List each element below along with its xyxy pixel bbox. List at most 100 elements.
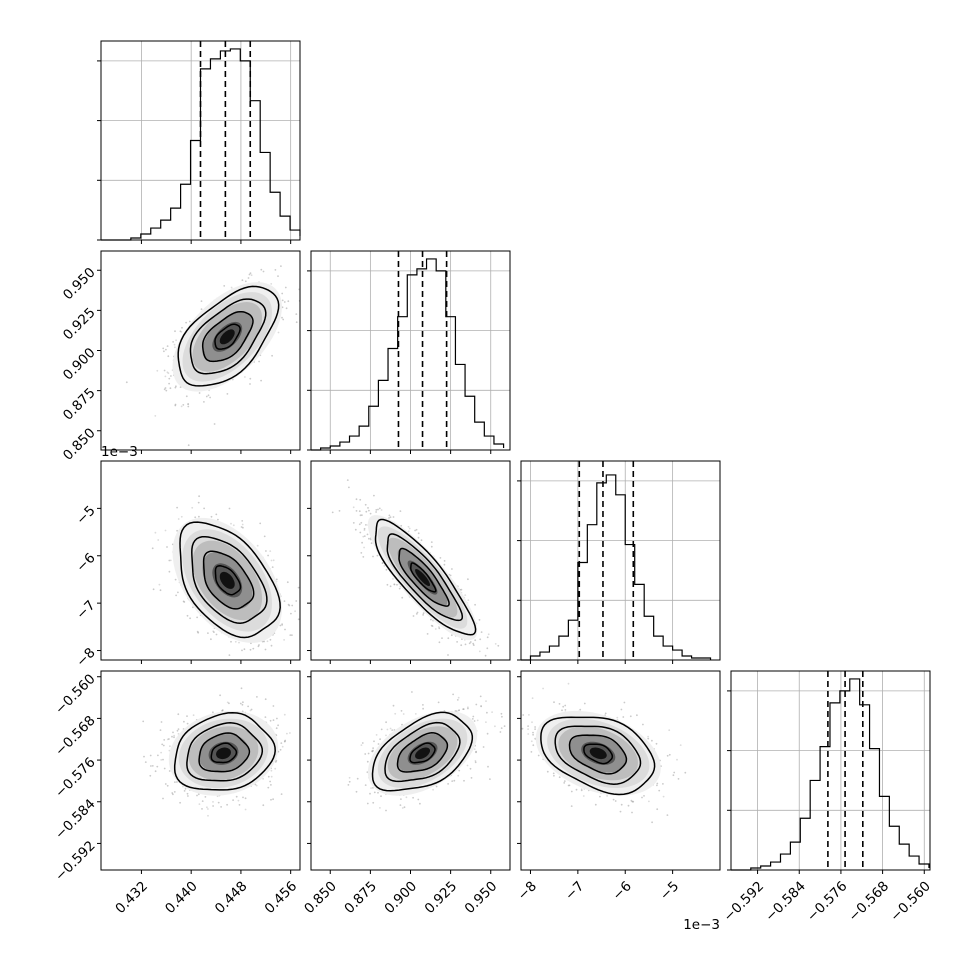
scatter-point	[207, 394, 210, 397]
scatter-point	[396, 583, 398, 586]
scatter-point	[295, 313, 298, 315]
density-fill	[589, 747, 607, 760]
scatter-point	[169, 745, 171, 748]
scatter-point	[491, 711, 493, 713]
scatter-point	[478, 650, 481, 653]
scatter-point	[219, 694, 222, 697]
scatter-point	[249, 709, 252, 712]
scatter-point	[372, 555, 374, 558]
scatter-point	[272, 798, 274, 801]
y-offset-label: 1e−3	[101, 444, 138, 460]
scatter-point	[174, 330, 176, 333]
density-fill	[415, 569, 430, 587]
scatter-point	[267, 775, 270, 778]
scatter-point	[385, 734, 387, 737]
scatter-point	[558, 703, 561, 705]
scatter-point	[464, 643, 467, 646]
scatter-point	[270, 644, 273, 647]
scatter-point	[228, 507, 231, 510]
scatter-point	[241, 649, 243, 652]
scatter-point	[254, 783, 257, 786]
scatter-point	[422, 612, 425, 615]
scatter-point	[563, 780, 566, 782]
scatter-point	[676, 758, 678, 761]
scatter-point	[165, 389, 168, 392]
scatter-point	[360, 552, 363, 554]
scatter-point	[200, 308, 203, 311]
scatter-point	[196, 794, 198, 797]
scatter-point	[283, 740, 286, 743]
scatter-point	[204, 796, 207, 798]
scatter-point	[176, 729, 179, 732]
scatter-point	[432, 788, 434, 791]
scatter-point	[370, 542, 373, 545]
scatter-point	[389, 585, 392, 588]
scatter-point	[499, 731, 502, 733]
scatter-point	[501, 715, 503, 718]
scatter-point	[373, 740, 375, 743]
panel-frame	[310, 460, 511, 661]
scatter-point	[250, 274, 253, 277]
scatter-point	[360, 744, 363, 746]
scatter-point	[530, 751, 533, 753]
pair-content	[331, 479, 500, 657]
scatter-point	[213, 631, 215, 633]
scatter-point	[471, 718, 474, 720]
scatter-point	[405, 796, 408, 799]
scatter-point	[180, 331, 183, 333]
scatter-point	[368, 537, 370, 540]
scatter-point	[174, 404, 177, 407]
scatter-point	[151, 547, 154, 550]
scatter-point	[375, 734, 378, 736]
scatter-point	[201, 800, 204, 802]
scatter-point	[297, 586, 300, 589]
scatter-point	[389, 727, 392, 730]
scatter-point	[503, 725, 506, 727]
scatter-point	[181, 326, 183, 329]
scatter-point	[463, 779, 465, 782]
scatter-point	[212, 801, 214, 803]
scatter-point	[171, 792, 174, 794]
scatter-point	[232, 799, 235, 801]
scatter-point	[262, 804, 265, 807]
scatter-point	[486, 647, 489, 650]
scatter-point	[174, 781, 176, 783]
scatter-point	[531, 721, 533, 724]
scatter-point	[563, 782, 566, 784]
scatter-point	[355, 790, 358, 793]
scatter-point	[486, 711, 488, 714]
scatter-point	[369, 538, 372, 541]
scatter-point	[196, 616, 199, 619]
scatter-point	[188, 320, 191, 323]
scatter-point	[258, 644, 260, 646]
scatter-point	[458, 769, 461, 772]
scatter-point	[385, 809, 387, 812]
scatter-point	[648, 800, 650, 803]
scatter-point	[177, 713, 180, 716]
scatter-point	[281, 299, 284, 302]
scatter-point	[286, 581, 289, 584]
scatter-point	[376, 554, 379, 557]
scatter-point	[604, 712, 607, 715]
scatter-point	[280, 793, 283, 795]
scatter-point	[416, 611, 419, 614]
scatter-point	[238, 804, 241, 806]
scatter-point	[160, 751, 163, 754]
density-fill	[219, 571, 235, 589]
scatter-point	[431, 625, 434, 627]
scatter-point	[287, 300, 290, 303]
scatter-point	[362, 556, 365, 558]
hist-step	[731, 678, 930, 871]
scatter-point	[221, 709, 224, 712]
scatter-point	[142, 720, 145, 723]
scatter-point	[622, 716, 625, 718]
scatter-point	[632, 800, 635, 803]
scatter-point	[567, 682, 570, 685]
contour-line	[186, 722, 264, 782]
scatter-point	[460, 588, 463, 591]
scatter-point	[386, 583, 389, 586]
scatter-point	[197, 631, 200, 634]
scatter-point	[159, 589, 162, 592]
scatter-point	[528, 714, 530, 716]
scatter-point	[453, 779, 456, 782]
